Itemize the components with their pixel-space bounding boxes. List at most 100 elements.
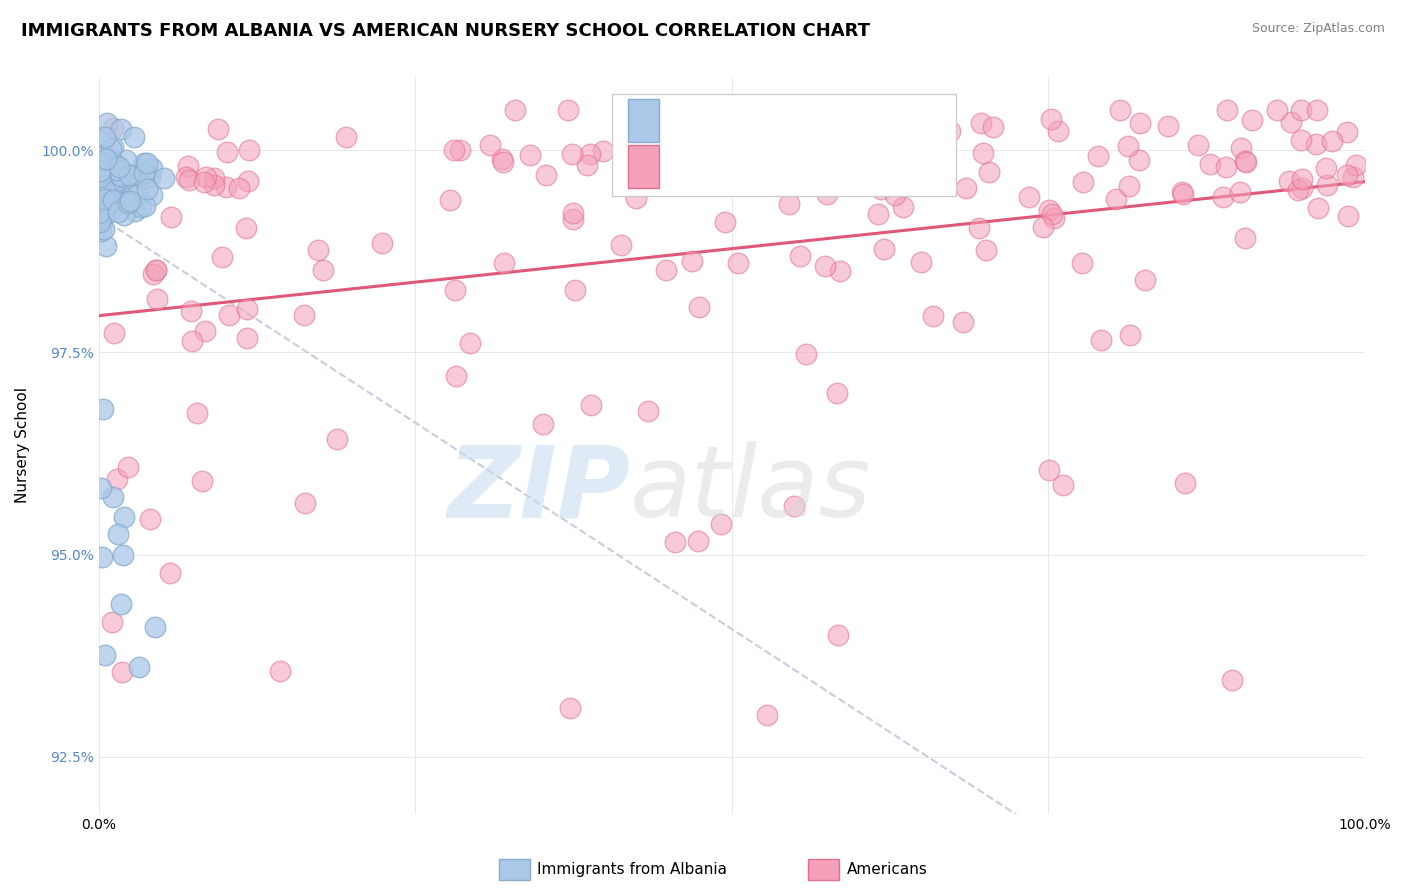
Point [1265,103,1288,117]
Point [139,512,162,526]
Point [101,183,124,197]
Point [89,213,111,227]
Point [132,171,155,186]
Point [132,165,155,179]
Point [236,301,259,316]
Point [557,103,579,117]
Point [1322,134,1344,148]
Point [194,324,217,338]
Point [1171,186,1194,201]
Point [681,254,703,268]
Point [103,326,125,340]
Point [883,127,905,141]
Point [979,165,1001,179]
Point [1071,175,1094,189]
Point [1116,139,1139,153]
Point [1278,174,1301,188]
Point [93,173,115,187]
Point [827,163,849,178]
Point [1211,190,1233,204]
Point [97,176,120,190]
Point [449,143,471,157]
Point [1038,202,1060,217]
Point [90,174,112,188]
Point [89,177,111,191]
Point [90,224,112,238]
Point [630,103,652,117]
Point [1234,154,1257,169]
Point [87,195,110,210]
Point [104,157,127,171]
Point [94,198,117,212]
Point [1042,207,1064,221]
Point [655,263,678,277]
Point [503,103,526,117]
Point [153,171,176,186]
Point [93,169,115,183]
Point [112,509,135,524]
Point [235,221,257,235]
Point [755,707,778,722]
Point [1337,209,1360,223]
Point [981,120,1004,134]
Y-axis label: Nursery School: Nursery School [15,387,30,503]
Point [458,335,481,350]
Point [176,170,198,185]
Point [236,331,259,345]
Point [114,153,136,168]
Point [1129,116,1152,130]
Point [1315,178,1337,192]
Point [1305,136,1327,151]
Point [103,193,125,207]
Point [579,147,602,161]
Point [294,496,316,510]
Point [1105,192,1128,206]
Point [1128,153,1150,168]
Point [1047,124,1070,138]
Point [952,315,974,329]
Point [107,527,129,541]
Point [93,156,115,170]
Point [1170,185,1192,199]
Point [1289,132,1312,146]
Point [101,184,124,198]
Point [89,202,111,216]
Point [688,300,710,314]
Point [111,181,134,195]
Point [90,210,112,224]
Point [778,197,800,211]
Point [910,254,932,268]
Point [1133,273,1156,287]
Point [110,122,132,136]
Point [1306,103,1329,117]
Point [443,143,465,157]
Point [108,160,131,174]
Point [312,263,335,277]
Text: N =: N = [775,112,814,129]
Point [89,195,111,210]
Point [1109,103,1132,117]
Point [90,166,112,180]
Point [202,170,225,185]
Point [1291,103,1313,117]
Point [98,186,121,200]
Point [972,145,994,160]
Point [91,156,114,170]
Point [1119,328,1142,343]
Text: N =: N = [775,158,814,176]
Point [91,549,114,564]
Point [901,118,924,132]
Point [955,181,977,195]
Point [100,205,122,219]
Point [610,237,633,252]
Point [101,173,124,187]
Text: IMMIGRANTS FROM ALBANIA VS AMERICAN NURSERY SCHOOL CORRELATION CHART: IMMIGRANTS FROM ALBANIA VS AMERICAN NURS… [21,22,870,40]
Point [94,239,117,253]
Text: R =: R = [673,112,711,129]
Point [93,222,115,236]
Point [145,263,167,277]
Point [159,566,181,580]
Point [202,178,225,192]
Point [749,150,772,164]
Point [101,139,124,153]
